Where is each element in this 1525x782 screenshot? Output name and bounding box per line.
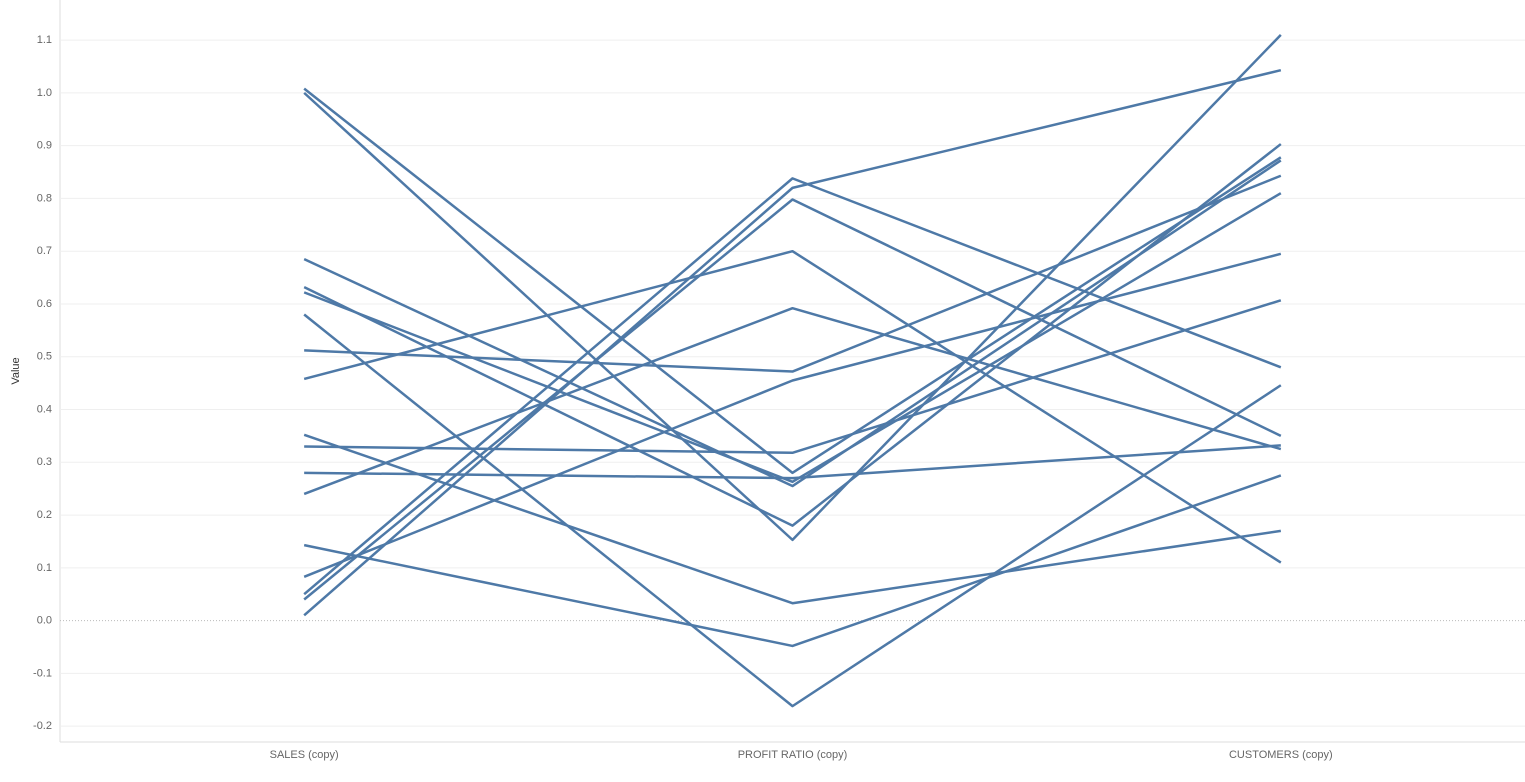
y-tick-label: -0.2 [33,720,52,732]
series-line [304,444,1281,480]
x-tick-label: PROFIT RATIO (copy) [738,749,848,761]
y-tick-label: 0.3 [37,456,52,468]
series-line [303,87,1282,475]
series-line [303,177,1282,596]
y-tick-label: 0.9 [37,140,52,152]
series-line [303,474,1282,648]
series-line [303,159,1282,488]
y-tick-label: -0.1 [33,667,52,679]
series-line [303,198,1282,601]
series-line [303,313,1282,708]
y-tick-label: 0.6 [37,298,52,310]
x-tick-label: SALES (copy) [270,749,339,761]
y-tick-label: 0.8 [37,192,52,204]
y-tick-label: 1.1 [37,34,52,46]
series-line [303,33,1282,542]
y-tick-label: 0.7 [37,245,52,257]
series-line [303,306,1282,496]
series-line [304,174,1282,373]
series-line [303,192,1282,484]
series-line [303,249,1282,564]
x-tick-label: CUSTOMERS (copy) [1229,749,1333,761]
y-tick-label: 0.0 [37,615,52,627]
series-line [303,433,1282,605]
series-line [303,68,1282,617]
y-tick-label: 0.2 [37,509,52,521]
y-tick-label: 1.0 [37,87,52,99]
y-tick-label: 0.5 [37,351,52,363]
y-tick-label: 0.1 [37,562,52,574]
series-line [303,143,1282,527]
y-tick-label: 0.4 [37,403,52,415]
series-line [304,299,1282,455]
y-axis-title: Value [10,357,22,384]
series-line [303,252,1282,578]
